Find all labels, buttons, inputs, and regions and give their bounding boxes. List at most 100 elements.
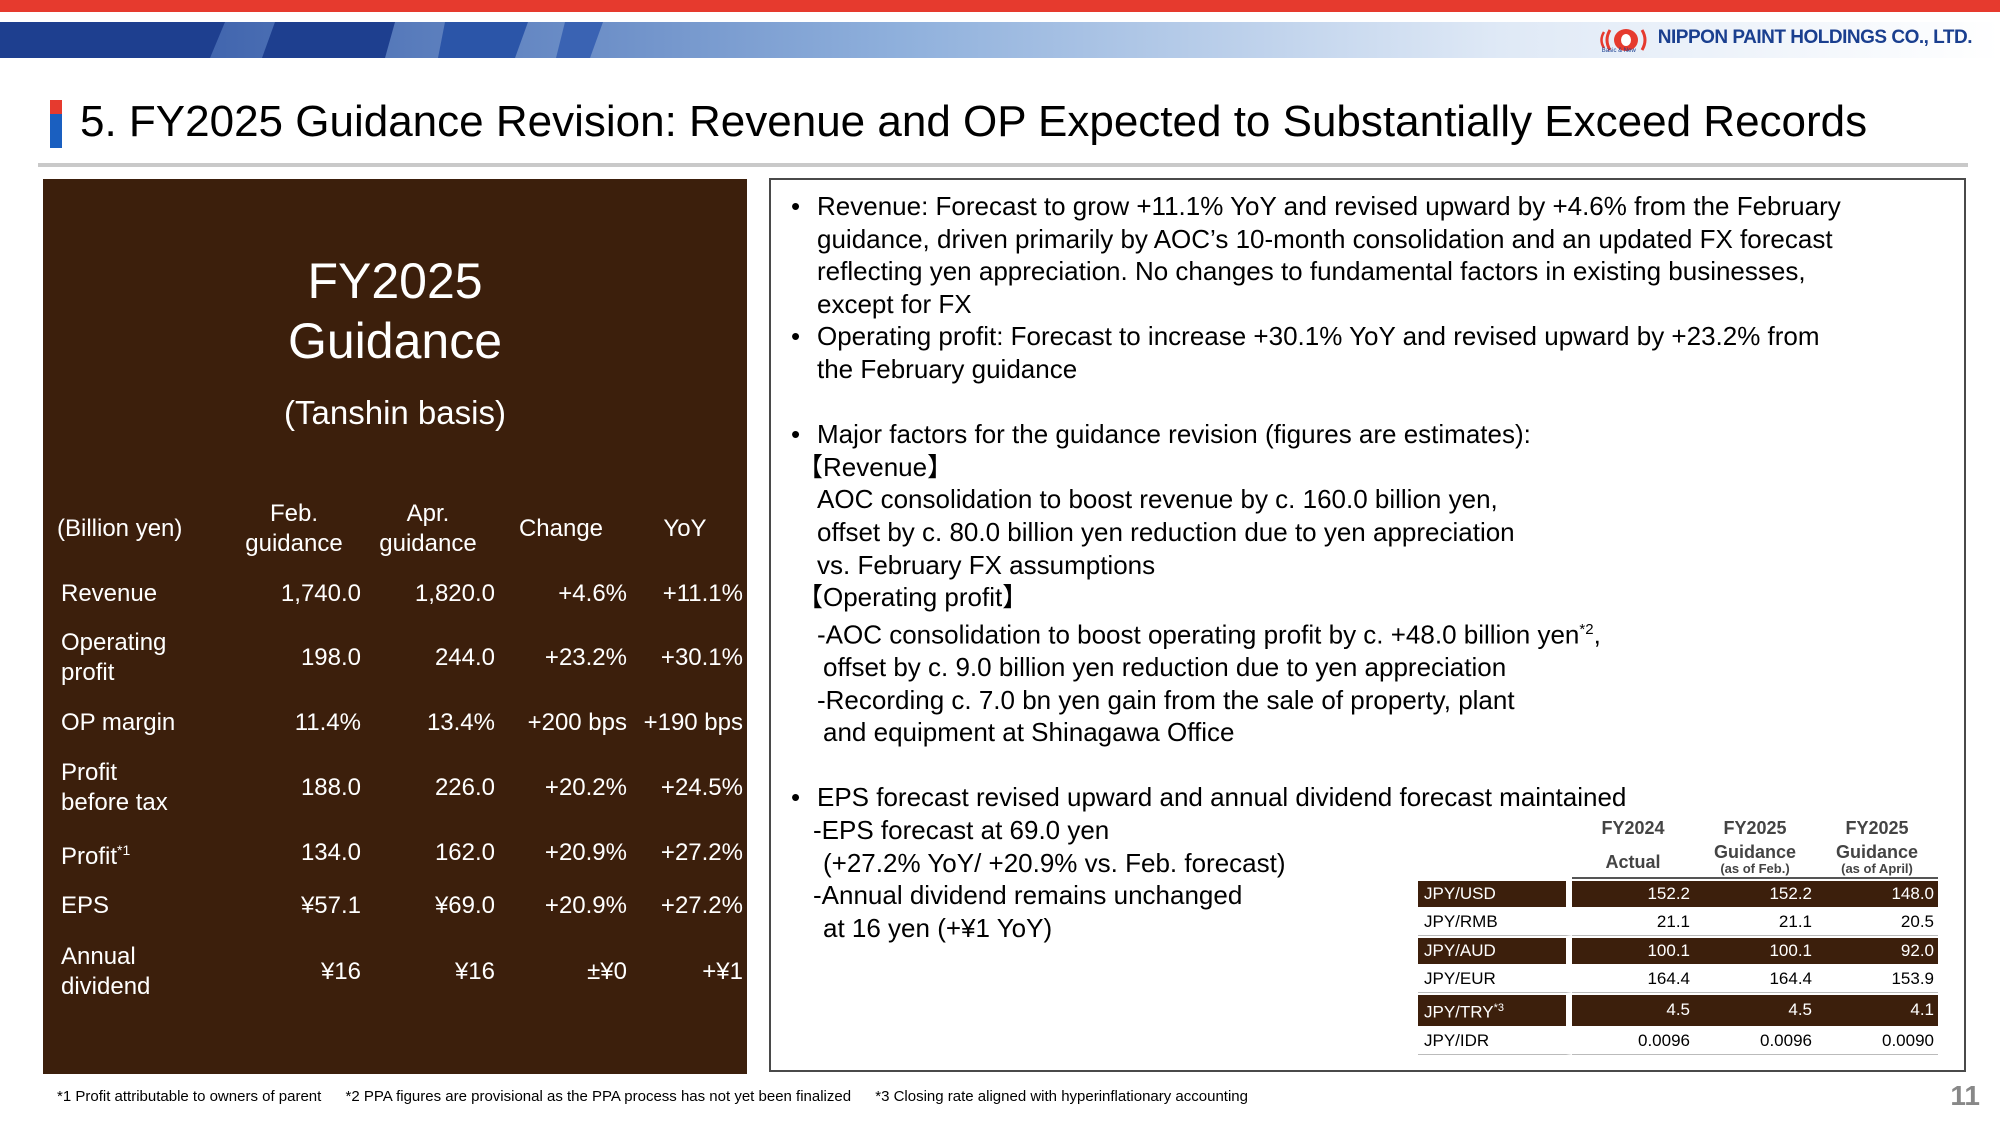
- fx-header-fy2024: FY2024 Actual: [1572, 813, 1694, 879]
- op-heading: 【Operating profit】: [797, 582, 1029, 613]
- guidance-subtitle: (Tanshin basis): [284, 394, 506, 431]
- guidance-table: (Billion yen) Feb. guidance Apr. guidance …: [57, 489, 743, 1011]
- cell-yoy: +¥1: [702, 958, 743, 985]
- bullet-eps-dividend: EPS forecast revised upward and annual d…: [783, 781, 1963, 814]
- fx-row: JPY/IDR 0.0096 0.0096 0.0090: [1418, 1027, 1938, 1055]
- page-number: 11: [1950, 1080, 1980, 1111]
- fx-row: JPY/TRY*3 4.5 4.5 4.1: [1418, 995, 1938, 1026]
- table-row: OP margin 11.4% 13.4% +200 bps +190 bps: [57, 697, 743, 749]
- cell-change: +20.9%: [544, 892, 627, 919]
- fx-row: JPY/USD 152.2 152.2 148.0: [1418, 881, 1938, 907]
- fx-feb: 100.1: [1694, 938, 1816, 964]
- fx-pair: JPY/AUD: [1418, 938, 1572, 964]
- cell-feb: 188.0: [300, 774, 361, 801]
- fx-fy2024: 152.2: [1572, 881, 1694, 907]
- company-logo: Basic & New NIPPON PAINT HOLDINGS CO., L…: [1596, 26, 1973, 60]
- revenue-heading: 【Revenue】: [797, 451, 954, 482]
- fx-header-apr: FY2025 Guidance (as of April): [1816, 813, 1938, 879]
- commentary-box: Revenue: Forecast to grow +11.1% YoY and…: [769, 178, 1966, 1072]
- row-label: Profit before tax: [61, 759, 168, 816]
- fx-rate-table: FY2024 Actual FY2025 Guidance (as of Feb…: [1418, 811, 1938, 1057]
- fx-apr: 148.0: [1816, 881, 1938, 907]
- cell-apr: 226.0: [434, 774, 495, 801]
- fx-pair: JPY/EUR: [1418, 966, 1572, 993]
- blue-stripe-banner: [0, 22, 2000, 58]
- table-row: Profit*1 134.0 162.0 +20.9% +27.2%: [57, 827, 743, 879]
- table-row: Revenue 1,740.0 1,820.0 +4.6% +11.1%: [57, 569, 743, 619]
- cell-change: +23.2%: [544, 644, 627, 671]
- guidance-title-line1: FY2025: [307, 253, 483, 309]
- cell-yoy: +30.1%: [660, 644, 743, 671]
- commentary-text: Revenue: Forecast to grow +11.1% YoY and…: [783, 190, 1963, 944]
- title-divider: [38, 163, 1968, 167]
- fx-apr: 153.9: [1816, 966, 1938, 993]
- cell-feb: ¥57.1: [300, 892, 361, 919]
- slide-title: 5. FY2025 Guidance Revision: Revenue and…: [80, 97, 1868, 146]
- logo-mark-icon: Basic & New: [1596, 26, 1652, 60]
- cell-feb: 1,740.0: [280, 580, 361, 607]
- revenue-detail: AOC consolidation to boost revenue by c.…: [817, 484, 1515, 580]
- table-row: Operating profit 198.0 244.0 +23.2% +30.1…: [57, 619, 743, 697]
- fx-pair: JPY/RMB: [1418, 909, 1572, 936]
- bullet-revenue: Revenue: Forecast to grow +11.1% YoY and…: [783, 190, 1963, 320]
- fx-header-row: FY2024 Actual FY2025 Guidance (as of Feb…: [1418, 813, 1938, 879]
- footnote-2: *2 PPA figures are provisional as the PP…: [345, 1088, 852, 1105]
- cell-change: +4.6%: [558, 580, 627, 607]
- cell-apr: ¥16: [454, 958, 495, 985]
- cell-yoy: +24.5%: [660, 774, 743, 801]
- row-label: Annual dividend: [61, 943, 151, 1000]
- cell-apr: ¥69.0: [434, 892, 495, 919]
- header-yoy: YoY: [663, 515, 707, 542]
- row-label: Revenue: [61, 580, 158, 607]
- cell-feb: 134.0: [300, 839, 361, 866]
- fx-feb: 164.4: [1694, 966, 1816, 993]
- footnote-marker: *1: [117, 841, 131, 858]
- footnotes: *1 Profit attributable to owners of pare…: [57, 1088, 1268, 1105]
- fx-feb: 4.5: [1694, 995, 1816, 1026]
- bullet-major-factors: Major factors for the guidance revision …: [783, 418, 1963, 451]
- fx-pair: JPY/IDR: [1418, 1027, 1572, 1055]
- fx-fy2024: 21.1: [1572, 909, 1694, 936]
- header-feb: Feb. guidance: [245, 500, 343, 557]
- cell-apr: 162.0: [434, 839, 495, 866]
- fx-apr: 4.1: [1816, 995, 1938, 1026]
- header-unit: (Billion yen): [57, 515, 183, 542]
- row-label: OP margin: [61, 709, 176, 736]
- table-row: Profit before tax 188.0 226.0 +20.2% +24.…: [57, 749, 743, 827]
- cell-feb: ¥16: [320, 958, 361, 985]
- fx-fy2024: 0.0096: [1572, 1028, 1694, 1055]
- cell-yoy: +11.1%: [662, 580, 743, 607]
- bullet-operating-profit: Operating profit: Forecast to increase +…: [783, 320, 1963, 385]
- cell-apr: 13.4%: [426, 709, 495, 736]
- guidance-panel: FY2025 Guidance (Tanshin basis) (Billion…: [43, 179, 747, 1074]
- cell-change: +20.9%: [544, 839, 627, 866]
- logo-tagline: Basic & New: [1601, 48, 1636, 54]
- fx-pair: JPY/TRY*3: [1418, 995, 1572, 1026]
- header-apr: Apr. guidance: [379, 500, 477, 557]
- header-change: Change: [518, 515, 604, 542]
- fx-row: JPY/RMB 21.1 21.1 20.5: [1418, 909, 1938, 936]
- fx-fy2024: 4.5: [1572, 995, 1694, 1026]
- cell-yoy: +27.2%: [660, 892, 743, 919]
- guidance-title: FY2025 Guidance: [43, 251, 747, 371]
- row-label: EPS: [61, 892, 110, 919]
- fx-feb: 0.0096: [1694, 1028, 1816, 1055]
- company-name: NIPPON PAINT HOLDINGS CO., LTD.: [1657, 27, 1973, 48]
- fx-feb: 152.2: [1694, 881, 1816, 907]
- fx-pair: JPY/USD: [1418, 881, 1572, 907]
- row-label: Operating profit: [61, 629, 167, 686]
- cell-feb: 198.0: [300, 644, 361, 671]
- op-detail: -AOC consolidation to boost operating pr…: [817, 619, 1601, 748]
- footnote-3: *3 Closing rate aligned with hyperinflat…: [875, 1088, 1248, 1105]
- fx-row: JPY/AUD 100.1 100.1 92.0: [1418, 938, 1938, 964]
- table-row: EPS ¥57.1 ¥69.0 +20.9% +27.2%: [57, 879, 743, 933]
- cell-change: ±¥0: [587, 958, 627, 985]
- cell-yoy: +27.2%: [660, 839, 743, 866]
- cell-change: +20.2%: [544, 774, 627, 801]
- fx-apr: 20.5: [1816, 909, 1938, 936]
- cell-feb: 11.4%: [294, 709, 361, 736]
- cell-change: +200 bps: [527, 709, 627, 736]
- fx-feb: 21.1: [1694, 909, 1816, 936]
- cell-apr: 1,820.0: [414, 580, 495, 607]
- top-red-bar: [0, 0, 2000, 12]
